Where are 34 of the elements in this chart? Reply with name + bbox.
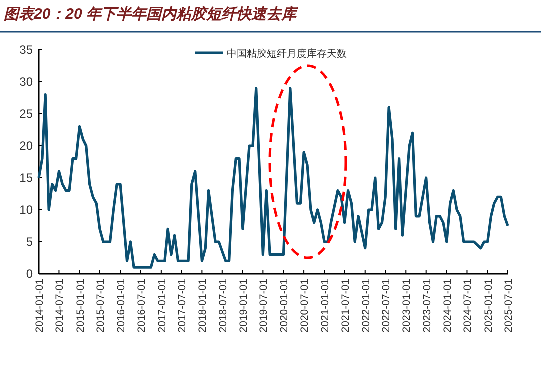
x-tick-label: 2024-01-01 [442, 278, 454, 333]
x-tick-label: 2020-07-01 [299, 278, 312, 333]
x-tick-label: 2024-07-01 [462, 278, 474, 333]
x-tick-label: 2021-01-01 [320, 278, 332, 333]
x-tick-label: 2025-01-01 [482, 278, 495, 333]
x-tick-label: 2014-07-01 [54, 278, 66, 333]
x-tick-label: 2019-07-01 [258, 278, 270, 333]
y-tick-label: 35 [20, 43, 34, 57]
x-tick-label: 2019-01-01 [238, 278, 250, 333]
x-tick-label: 2021-07-01 [340, 278, 352, 333]
x-tick-label: 2025-07-01 [503, 278, 515, 333]
x-tick-label: 2023-01-01 [401, 278, 414, 333]
y-tick-label: 25 [20, 107, 34, 121]
title: 图表20：20 年下半年国内粘胶短纤快速去库 [4, 6, 297, 23]
x-tick-label: 2015-01-01 [74, 278, 87, 333]
x-tick-label: 2018-01-01 [197, 278, 210, 333]
y-tick-label: 15 [20, 171, 34, 185]
x-tick-label: 2023-07-01 [421, 278, 434, 333]
x-tick-label: 2014-01-01 [34, 278, 46, 333]
x-tick-label: 2015-07-01 [94, 278, 107, 333]
x-tick-label: 2020-01-01 [278, 278, 291, 333]
y-tick-label: 20 [20, 139, 34, 153]
x-tick-label: 2016-07-01 [136, 278, 148, 333]
y-tick-label: 0 [26, 267, 34, 281]
x-tick-label: 2018-07-01 [217, 278, 230, 333]
x-tick-label: 2016-01-01 [116, 278, 128, 333]
legend-label: 中国粘胶短纤月度库存天数 [227, 48, 347, 60]
x-tick-label: 2017-07-01 [176, 278, 189, 333]
y-tick-label: 5 [26, 235, 34, 249]
x-tick-label: 2022-01-01 [360, 278, 372, 333]
x-tick-label: 2022-07-01 [380, 278, 393, 333]
y-tick-label: 10 [20, 203, 34, 217]
y-tick-label: 30 [20, 75, 34, 89]
x-tick-label: 2017-01-01 [156, 278, 168, 333]
